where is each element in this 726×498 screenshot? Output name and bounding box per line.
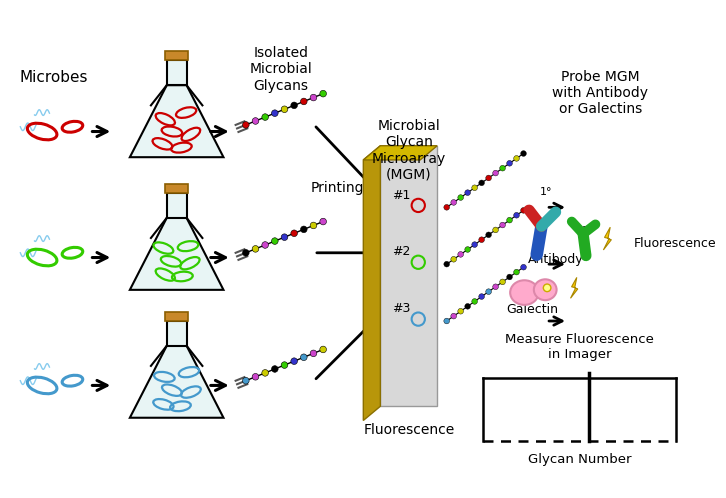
Circle shape — [252, 374, 258, 380]
Circle shape — [499, 165, 505, 171]
Circle shape — [272, 366, 278, 373]
Circle shape — [543, 284, 551, 292]
Ellipse shape — [534, 279, 557, 300]
Circle shape — [521, 264, 526, 270]
Circle shape — [310, 222, 317, 229]
Text: Glycan Number: Glycan Number — [528, 453, 631, 466]
Polygon shape — [571, 277, 578, 298]
Circle shape — [507, 274, 513, 280]
Circle shape — [262, 114, 269, 121]
Text: Microbes: Microbes — [20, 70, 88, 85]
Polygon shape — [363, 146, 380, 420]
Circle shape — [493, 227, 499, 233]
Circle shape — [486, 289, 492, 294]
Circle shape — [291, 102, 298, 109]
Circle shape — [499, 222, 505, 228]
Circle shape — [458, 251, 463, 257]
Circle shape — [301, 226, 307, 233]
Circle shape — [478, 180, 484, 186]
Text: 2°: 2° — [582, 226, 594, 236]
Circle shape — [465, 190, 470, 196]
Circle shape — [451, 200, 457, 205]
Text: #3: #3 — [392, 302, 410, 315]
Polygon shape — [167, 321, 187, 346]
Text: Isolated
Microbial
Glycans: Isolated Microbial Glycans — [250, 46, 312, 93]
Circle shape — [521, 208, 526, 213]
Text: Printing: Printing — [311, 181, 364, 195]
Circle shape — [458, 308, 463, 314]
Circle shape — [499, 279, 505, 285]
Circle shape — [465, 247, 470, 252]
Text: Microbial
Glycan
Microarray
(MGM): Microbial Glycan Microarray (MGM) — [372, 119, 446, 182]
Text: Galectin: Galectin — [506, 303, 558, 316]
Circle shape — [486, 175, 492, 181]
Circle shape — [301, 98, 307, 105]
Circle shape — [242, 122, 249, 128]
Text: Fluorescence: Fluorescence — [363, 423, 454, 437]
Circle shape — [514, 155, 519, 161]
Circle shape — [451, 256, 457, 262]
Polygon shape — [167, 60, 187, 85]
Circle shape — [252, 118, 258, 124]
Ellipse shape — [551, 208, 560, 216]
Circle shape — [281, 362, 287, 369]
Circle shape — [310, 94, 317, 101]
Polygon shape — [363, 146, 437, 160]
Ellipse shape — [510, 280, 539, 305]
Circle shape — [291, 358, 298, 365]
Circle shape — [444, 205, 449, 210]
Circle shape — [507, 217, 513, 223]
Circle shape — [252, 246, 258, 252]
Bar — [165, 312, 188, 321]
Circle shape — [465, 303, 470, 309]
Circle shape — [262, 370, 269, 376]
Circle shape — [486, 232, 492, 238]
Circle shape — [472, 242, 478, 248]
Text: Antibody: Antibody — [528, 253, 584, 266]
Circle shape — [272, 110, 278, 117]
Circle shape — [507, 160, 513, 166]
Circle shape — [514, 269, 519, 275]
Circle shape — [521, 151, 526, 156]
Circle shape — [444, 318, 449, 324]
Text: Fluorescence: Fluorescence — [633, 237, 716, 250]
Polygon shape — [130, 346, 224, 418]
Circle shape — [478, 237, 484, 243]
Circle shape — [514, 213, 519, 218]
Circle shape — [242, 249, 249, 256]
Bar — [165, 184, 188, 193]
Circle shape — [320, 346, 327, 353]
Circle shape — [262, 242, 269, 249]
Circle shape — [281, 234, 287, 241]
Circle shape — [320, 218, 327, 225]
Circle shape — [444, 261, 449, 267]
Circle shape — [301, 354, 307, 361]
Circle shape — [478, 294, 484, 299]
Circle shape — [281, 106, 287, 113]
Circle shape — [451, 313, 457, 319]
Circle shape — [493, 284, 499, 290]
Polygon shape — [130, 218, 224, 290]
Polygon shape — [167, 193, 187, 218]
Ellipse shape — [523, 206, 534, 215]
Bar — [165, 51, 188, 60]
Circle shape — [242, 377, 249, 384]
Bar — [380, 146, 437, 406]
Circle shape — [272, 238, 278, 245]
Text: #2: #2 — [392, 246, 410, 258]
Circle shape — [320, 90, 327, 97]
Text: Measure Fluorescence
in Imager: Measure Fluorescence in Imager — [505, 333, 654, 361]
Circle shape — [291, 230, 298, 237]
Text: 1°: 1° — [540, 187, 552, 197]
Text: #1: #1 — [392, 189, 410, 202]
Polygon shape — [603, 227, 611, 250]
Circle shape — [472, 299, 478, 304]
Circle shape — [310, 350, 317, 357]
Circle shape — [472, 185, 478, 191]
Circle shape — [493, 170, 499, 176]
Text: Probe MGM
with Antibody
or Galectins: Probe MGM with Antibody or Galectins — [552, 70, 648, 117]
Polygon shape — [130, 85, 224, 157]
Circle shape — [458, 195, 463, 200]
